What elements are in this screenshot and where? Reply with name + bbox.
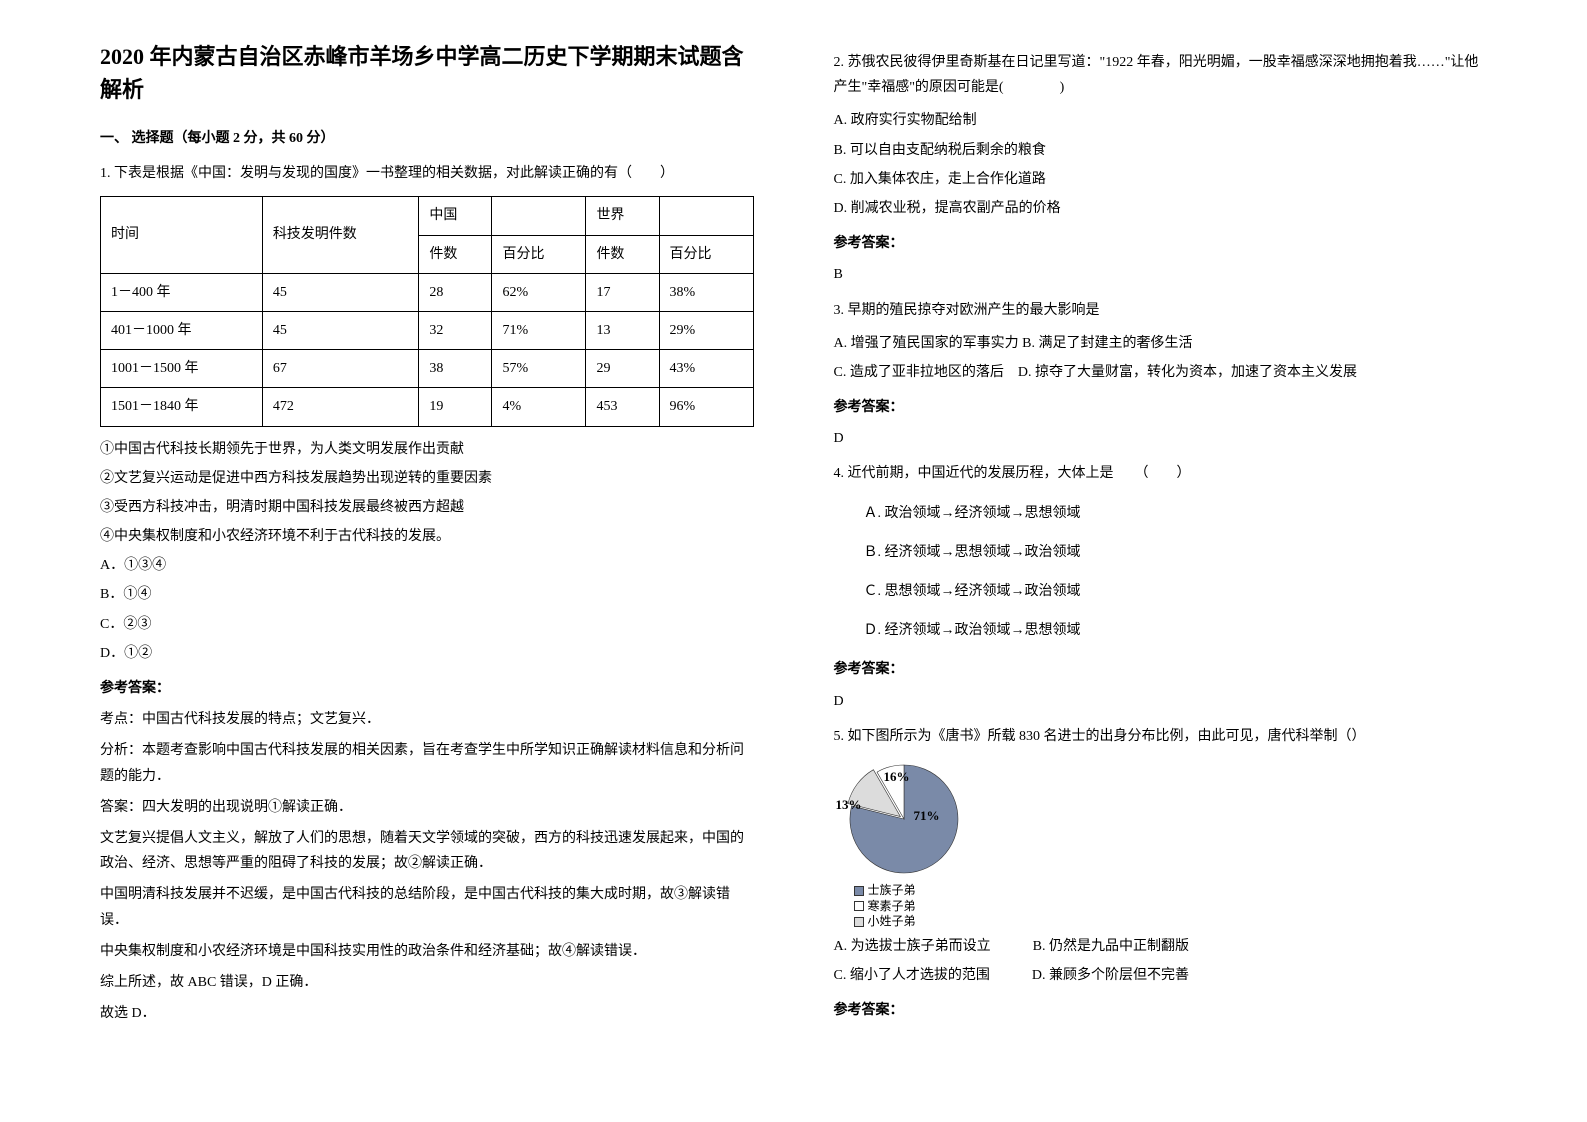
q5-pie-chart: 71% 16% 13% (844, 759, 964, 879)
legend-item: 小姓子弟 (854, 914, 1488, 930)
th-time: 时间 (101, 197, 263, 273)
legend-box-icon (854, 917, 864, 927)
legend-box-icon (854, 901, 864, 911)
th-china-pct: 百分比 (492, 235, 586, 273)
q3-options-line1: A. 增强了殖民国家的军事实力 B. 满足了封建主的奢侈生活 (834, 331, 1488, 356)
q4-stem: 4. 近代前期，中国近代的发展历程，大体上是 （ ） (834, 461, 1488, 486)
th-world-blank (659, 197, 753, 235)
q1-option-b: B．①④ (100, 582, 754, 607)
q4-answer: D (834, 689, 1488, 714)
q1-analysis: 中国明清科技发展并不迟缓，是中国古代科技的总结阶段，是中国古代科技的集大成时期，… (100, 882, 754, 932)
q5-options-line2: C. 缩小了人才选拔的范围 D. 兼顾多个阶层但不完善 (834, 963, 1488, 988)
q1-option-a: A．①③④ (100, 553, 754, 578)
q1-analysis: 答案：四大发明的出现说明①解读正确． (100, 795, 754, 820)
table-row: 1001－1500 年 67 38 57% 29 43% (101, 350, 754, 388)
q2-option-c: C. 加入集体农庄，走上合作化道路 (834, 167, 1488, 192)
table-row: 1－400 年 45 28 62% 17 38% (101, 273, 754, 311)
q2-option-a: A. 政府实行实物配给制 (834, 108, 1488, 133)
q1-statement: ③受西方科技冲击，明清时期中国科技发展最终被西方超越 (100, 495, 754, 520)
right-column: 2. 苏俄农民彼得伊里奇斯基在日记里写道："1922 年春，阳光明媚，一股幸福感… (834, 40, 1488, 1082)
q5-answer-label: 参考答案： (834, 998, 1488, 1023)
q1-analysis: 中央集权制度和小农经济环境是中国科技实用性的政治条件和经济基础；故④解读错误． (100, 939, 754, 964)
q1-table: 时间 科技发明件数 中国 世界 件数 百分比 件数 百分比 1－400 年 45… (100, 196, 754, 426)
pie-label-71: 71% (914, 804, 940, 827)
th-world: 世界 (586, 197, 659, 235)
left-column: 2020 年内蒙古自治区赤峰市羊场乡中学高二历史下学期期末试题含解析 一、 选择… (100, 40, 754, 1082)
q2-answer: B (834, 262, 1488, 287)
th-world-pct: 百分比 (659, 235, 753, 273)
q1-option-d: D．①② (100, 641, 754, 666)
legend-item: 士族子弟 (854, 883, 1488, 899)
q2-stem: 2. 苏俄农民彼得伊里奇斯基在日记里写道："1922 年春，阳光明媚，一股幸福感… (834, 50, 1488, 100)
q2-option-b: B. 可以自由支配纳税后剩余的粮食 (834, 138, 1488, 163)
section-heading: 一、 选择题（每小题 2 分，共 60 分） (100, 126, 754, 151)
th-china-blank (492, 197, 586, 235)
legend-label: 士族子弟 (868, 883, 916, 899)
q2-answer-label: 参考答案： (834, 231, 1488, 256)
q4-answer-label: 参考答案： (834, 657, 1488, 682)
q5-stem: 5. 如下图所示为《唐书》所载 830 名进士的出身分布比例，由此可见，唐代科举… (834, 724, 1488, 749)
legend-label: 小姓子弟 (868, 914, 916, 930)
q1-analysis: 综上所述，故 ABC 错误，D 正确． (100, 970, 754, 995)
table-row: 401－1000 年 45 32 71% 13 29% (101, 311, 754, 349)
th-total: 科技发明件数 (262, 197, 419, 273)
q4-option-d: Ｄ. 经济领域→政治领域→思想领域 (864, 618, 1488, 643)
q3-stem: 3. 早期的殖民掠夺对欧洲产生的最大影响是 (834, 298, 1488, 323)
th-world-count: 件数 (586, 235, 659, 273)
exam-title: 2020 年内蒙古自治区赤峰市羊场乡中学高二历史下学期期末试题含解析 (100, 40, 754, 106)
pie-label-13: 13% (836, 793, 862, 816)
q3-options-line2: C. 造成了亚非拉地区的落后 D. 掠夺了大量财富，转化为资本，加速了资本主义发… (834, 360, 1488, 385)
q4-option-c: Ｃ. 思想领域→经济领域→政治领域 (864, 579, 1488, 604)
q2-option-d: D. 削减农业税，提高农副产品的价格 (834, 196, 1488, 221)
q5-options-line1: A. 为选拔士族子弟而设立 B. 仍然是九品中正制翻版 (834, 934, 1488, 959)
th-china-count: 件数 (419, 235, 492, 273)
pie-label-16: 16% (884, 765, 910, 788)
q3-answer: D (834, 426, 1488, 451)
q4-option-b: Ｂ. 经济领域→思想领域→政治领域 (864, 540, 1488, 565)
legend-box-icon (854, 886, 864, 896)
q1-analysis: 文艺复兴提倡人文主义，解放了人们的思想，随着天文学领域的突破，西方的科技迅速发展… (100, 826, 754, 876)
legend-label: 寒素子弟 (868, 899, 916, 915)
q1-statement: ②文艺复兴运动是促进中西方科技发展趋势出现逆转的重要因素 (100, 466, 754, 491)
q1-statement: ④中央集权制度和小农经济环境不利于古代科技的发展。 (100, 524, 754, 549)
q1-answer-label: 参考答案： (100, 676, 754, 701)
q1-analysis: 分析：本题考查影响中国古代科技发展的相关因素，旨在考查学生中所学知识正确解读材料… (100, 738, 754, 788)
q4-option-a: Ａ. 政治领域→经济领域→思想领域 (864, 501, 1488, 526)
legend-item: 寒素子弟 (854, 899, 1488, 915)
table-header-row-1: 时间 科技发明件数 中国 世界 (101, 197, 754, 235)
q1-stem: 1. 下表是根据《中国：发明与发现的国度》一书整理的相关数据，对此解读正确的有（… (100, 161, 754, 186)
table-row: 1501－1840 年 472 19 4% 453 96% (101, 388, 754, 426)
q3-answer-label: 参考答案： (834, 395, 1488, 420)
q1-option-c: C．②③ (100, 612, 754, 637)
q1-statement: ①中国古代科技长期领先于世界，为人类文明发展作出贡献 (100, 437, 754, 462)
th-china: 中国 (419, 197, 492, 235)
q1-analysis: 考点：中国古代科技发展的特点；文艺复兴． (100, 707, 754, 732)
q5-legend: 士族子弟 寒素子弟 小姓子弟 (854, 883, 1488, 930)
q1-analysis: 故选 D． (100, 1001, 754, 1026)
